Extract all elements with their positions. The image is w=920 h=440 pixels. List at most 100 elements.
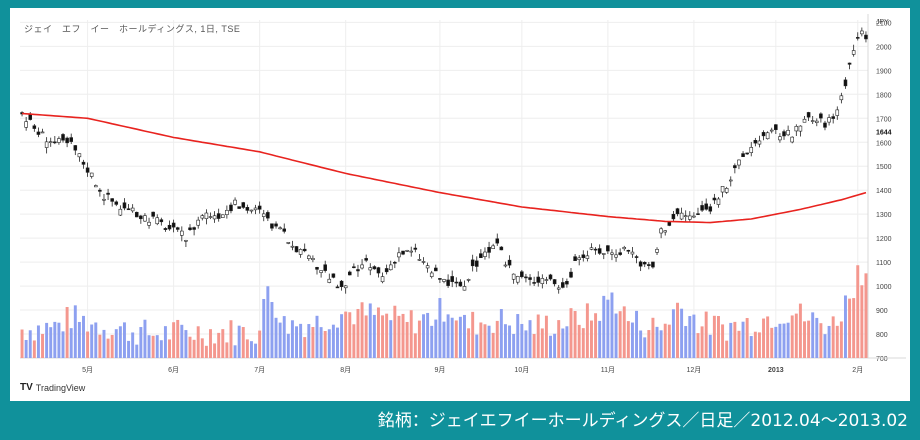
volume-bar (549, 335, 552, 358)
candle-body (462, 286, 467, 291)
currency-label: JPY (876, 19, 889, 26)
candle-body (307, 255, 311, 259)
candle-body (642, 262, 647, 265)
volume-bar (577, 324, 581, 358)
candle-body (188, 227, 192, 231)
volume-bar (266, 286, 270, 358)
volume-bar (667, 324, 671, 358)
candle-body (196, 219, 200, 226)
candle-body (249, 209, 254, 212)
candle-body (53, 141, 57, 144)
candle-body (151, 211, 155, 217)
y-tick-label: 900 (876, 308, 888, 315)
volume-bar (209, 329, 212, 358)
x-tick-label: 8月 (340, 366, 351, 374)
candle-body (257, 205, 262, 210)
volume-bar (28, 330, 32, 358)
volume-bar (360, 302, 364, 358)
volume-bar (573, 310, 577, 358)
candle-body (397, 252, 401, 258)
volume-bar (307, 324, 311, 358)
volume-bar (835, 325, 839, 358)
y-tick-label: 1300 (876, 212, 892, 219)
volume-bar (106, 338, 110, 358)
volume-bar (647, 330, 651, 358)
volume-bar (61, 331, 65, 358)
candle-body (663, 230, 667, 233)
candle-body (147, 221, 151, 226)
candle-body (245, 207, 250, 211)
candle-body (696, 213, 700, 215)
volume-bar (479, 322, 483, 358)
candle-body (655, 249, 659, 253)
volume-bar (213, 343, 217, 358)
volume-bar (692, 314, 696, 358)
volume-bar (376, 307, 380, 358)
volume-bar (45, 322, 49, 358)
candle-body (548, 274, 553, 280)
volume-bar (290, 320, 294, 358)
candle-body (503, 264, 508, 267)
candle-body (98, 189, 102, 192)
candle-body (733, 165, 737, 169)
candle-body (561, 282, 565, 288)
volume-bar (258, 330, 262, 358)
y-tick-label: 2100 (876, 20, 892, 27)
volume-bar (442, 321, 446, 358)
candle-body (32, 125, 37, 129)
y-tick-label: 1200 (876, 236, 892, 243)
candle-body (298, 249, 303, 255)
volume-bar (745, 318, 749, 358)
volume-bar (499, 309, 503, 358)
volume-bar (475, 334, 479, 358)
candle-body (81, 161, 86, 165)
candle-body (278, 227, 282, 230)
volume-bar (90, 324, 94, 358)
candle-body (786, 130, 790, 136)
candle-body (384, 268, 389, 273)
volume-bar (131, 332, 135, 358)
volume-bar (803, 321, 806, 358)
x-tick-label: 12月 (686, 366, 701, 374)
volume-bar (135, 344, 139, 358)
volume-bar (262, 298, 266, 358)
candle-body (483, 251, 487, 257)
candle-body (495, 238, 500, 244)
volume-bar (278, 322, 282, 358)
y-tick-label: 1500 (876, 164, 892, 171)
candle-body (110, 198, 114, 202)
volume-bar (684, 326, 688, 358)
candle-body (446, 279, 450, 286)
candle-body (171, 222, 176, 228)
volume-bar (315, 315, 319, 358)
volume-bar (663, 323, 667, 358)
volume-bar (786, 322, 790, 358)
volume-bar (422, 314, 425, 358)
candle-body (241, 202, 246, 208)
volume-bar (483, 324, 487, 358)
candle-body (57, 138, 61, 143)
volume-bar (553, 333, 557, 358)
volume-bar (454, 320, 458, 358)
y-tick-label: 1700 (876, 116, 892, 123)
candle-body (593, 248, 598, 251)
volume-bar (659, 330, 663, 358)
moving-average-line (21, 112, 867, 224)
candle-body (290, 245, 295, 248)
candle-body (294, 246, 299, 253)
volume-bar (348, 312, 352, 358)
candle-body (724, 188, 729, 193)
candle-body (618, 252, 622, 255)
volume-bar (516, 314, 520, 358)
candle-body (163, 228, 168, 230)
tradingview-logo-icon: TV (20, 382, 33, 393)
volume-bar (299, 323, 303, 358)
candle-body (835, 109, 840, 116)
volume-bar (594, 313, 598, 358)
volume-bar (696, 333, 700, 358)
volume-bar (495, 320, 499, 358)
volume-bar (716, 316, 720, 358)
candle-body (552, 279, 557, 285)
candle-body (515, 276, 520, 283)
volume-bar (69, 328, 73, 358)
